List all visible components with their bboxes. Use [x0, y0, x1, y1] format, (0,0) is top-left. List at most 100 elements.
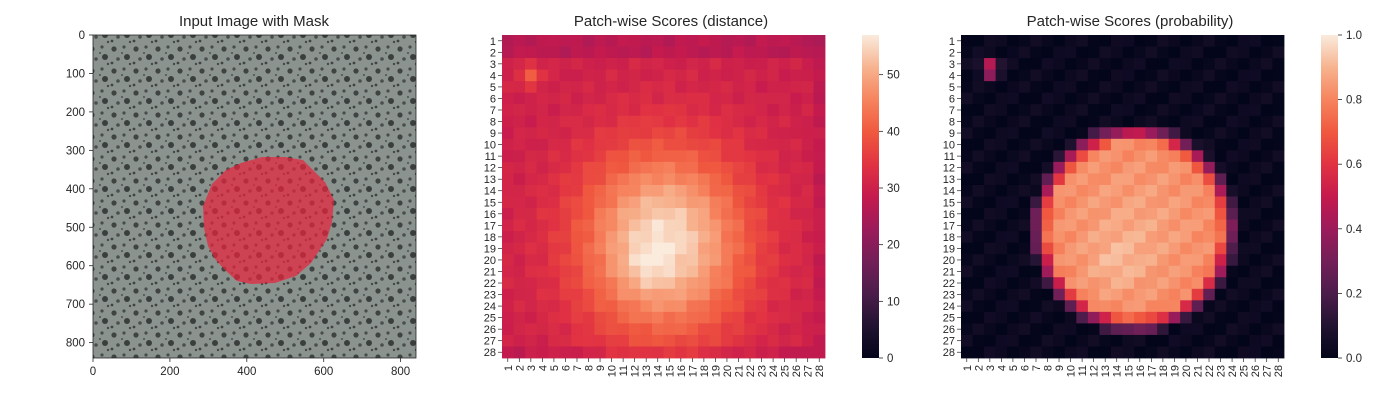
- heatmap-cell: [686, 69, 699, 82]
- heatmap-cell: [744, 127, 757, 140]
- heatmap-cell: [801, 231, 814, 244]
- heatmap-cell: [1041, 104, 1054, 117]
- heatmap-cell: [721, 127, 734, 140]
- heatmap-cell: [1168, 161, 1181, 174]
- heatmap-cell: [1237, 208, 1250, 220]
- heatmap-cell: [571, 104, 584, 117]
- heatmap-cell: [1272, 173, 1285, 186]
- heatmap-cell: [698, 150, 711, 163]
- heatmap-cell: [995, 69, 1008, 82]
- heatmap-cell: [1007, 69, 1020, 82]
- heatmap-cell: [1064, 196, 1077, 209]
- heatmap-cell: [1122, 219, 1135, 232]
- heatmap-cell: [755, 161, 768, 174]
- heatmap-cell: [513, 58, 526, 71]
- heatmap-cell: [525, 231, 538, 244]
- heatmap-cell: [721, 138, 734, 151]
- heatmap-cell: [1099, 184, 1112, 197]
- heatmap-cell: [698, 300, 711, 313]
- colorbar-tick-label: 20: [887, 240, 900, 252]
- heatmap-cell: [651, 346, 664, 359]
- heatmap-cell: [548, 196, 561, 209]
- heatmap-cell: [628, 208, 641, 220]
- heatmap-cell: [628, 300, 641, 313]
- heatmap-cell: [651, 265, 664, 278]
- heatmap-cell: [744, 288, 757, 301]
- heatmap-cell: [1110, 150, 1123, 163]
- heatmap-cell: [1180, 35, 1193, 47]
- heatmap-cell: [972, 58, 985, 71]
- y-tick-label: 28: [943, 347, 955, 359]
- heatmap-cell: [605, 35, 618, 47]
- heatmap-cell: [559, 288, 572, 301]
- heatmap-cell: [1030, 35, 1043, 47]
- heatmap-cell: [571, 323, 584, 336]
- heatmap-cell: [744, 242, 757, 255]
- heatmap-cell: [1030, 311, 1043, 324]
- heatmap-cell: [744, 265, 757, 278]
- heatmap-cell: [1157, 81, 1170, 94]
- heatmap-cell: [1076, 208, 1089, 220]
- heatmap-cell: [995, 254, 1008, 267]
- heatmap-cell: [605, 138, 618, 151]
- heatmap-cell: [663, 35, 676, 47]
- heatmap-cell: [961, 35, 973, 47]
- heatmap-cell: [1053, 35, 1066, 47]
- heatmap-cell: [559, 184, 572, 197]
- heatmap-cell: [801, 81, 814, 94]
- heatmap-cell: [1226, 184, 1239, 197]
- x-tick-label: 600: [314, 366, 333, 378]
- heatmap-cell: [1272, 208, 1285, 220]
- colorbar-probability: [1321, 35, 1338, 358]
- heatmap-cell: [548, 219, 561, 232]
- heatmap-cell: [1087, 81, 1100, 94]
- heatmap-cell: [594, 300, 607, 313]
- heatmap-cell: [1226, 323, 1239, 336]
- heatmap-cell: [582, 196, 595, 209]
- heatmap-cell: [1018, 311, 1031, 324]
- heatmap-cell: [1237, 127, 1250, 140]
- heatmap-cell: [698, 69, 711, 82]
- heatmap-cell: [744, 277, 757, 290]
- heatmap-cell: [1157, 196, 1170, 209]
- heatmap-cell: [1168, 138, 1181, 151]
- heatmap-cell: [1214, 300, 1227, 313]
- heatmap-cell: [1030, 219, 1043, 232]
- heatmap-cell: [1168, 92, 1181, 105]
- heatmap-cell: [1041, 242, 1054, 255]
- heatmap-cell: [1007, 173, 1020, 186]
- heatmap-cell: [1099, 92, 1112, 105]
- heatmap-cell: [640, 58, 653, 71]
- heatmap-cell: [628, 46, 641, 59]
- heatmap-cell: [1157, 104, 1170, 117]
- heatmap-cell: [1168, 300, 1181, 313]
- panel-3-title: Patch-wise Scores (probability): [1027, 13, 1234, 30]
- heatmap-cell: [1064, 58, 1077, 71]
- heatmap-cell: [548, 184, 561, 197]
- heatmap-cell: [1226, 104, 1239, 117]
- x-tick-label: 22: [745, 365, 757, 377]
- heatmap-cell: [571, 150, 584, 163]
- heatmap-cell: [801, 208, 814, 220]
- heatmap-cell: [525, 311, 538, 324]
- y-tick-label: 15: [943, 197, 955, 209]
- heatmap-cell: [698, 231, 711, 244]
- heatmap-cell: [1226, 265, 1239, 278]
- heatmap-cell: [984, 138, 997, 151]
- heatmap-cell: [548, 115, 561, 128]
- heatmap-cell: [1110, 300, 1123, 313]
- panel-probability-heatmap: Patch-wise Scores (probability) 12345678…: [943, 13, 1363, 377]
- heatmap-cell: [1087, 208, 1100, 220]
- heatmap-cell: [675, 35, 687, 47]
- heatmap-cell: [1134, 184, 1146, 197]
- heatmap-cell: [536, 173, 549, 186]
- heatmap-cell: [1260, 81, 1273, 94]
- heatmap-cell: [513, 334, 526, 347]
- heatmap-cell: [594, 161, 607, 174]
- heatmap-cell: [1122, 81, 1135, 94]
- heatmap-cell: [972, 104, 985, 117]
- heatmap-cell: [984, 265, 997, 278]
- heatmap-cell: [1007, 46, 1020, 59]
- heatmap-cell: [605, 69, 618, 82]
- heatmap-cell: [1168, 196, 1181, 209]
